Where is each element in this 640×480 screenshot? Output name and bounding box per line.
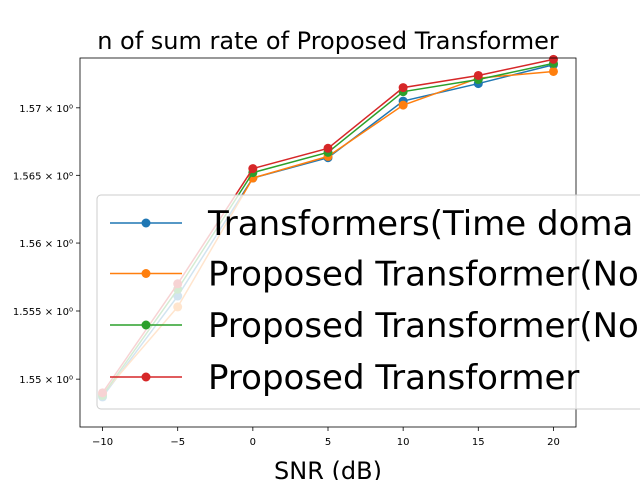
data-point <box>548 54 558 64</box>
legend-entry: Proposed Transformer(No <box>110 306 639 346</box>
legend-swatch-marker <box>141 372 151 382</box>
y-tick-label: 1.555 × 10⁰ <box>13 307 73 318</box>
data-point <box>548 66 558 76</box>
x-axis-label: SNR (dB) <box>274 457 382 480</box>
y-axis-ticks: 1.55 × 10⁰ 1.555 × 10⁰ 1.56 × 10⁰ 1.565 × 1… <box>13 104 80 386</box>
y-tick-label: 1.55 × 10⁰ <box>19 375 73 386</box>
legend-box <box>96 194 640 410</box>
legend-entry: Proposed Transformer(No <box>110 255 639 295</box>
x-tick-label: 0 <box>250 437 256 448</box>
legend-swatch-marker <box>141 218 151 228</box>
x-tick-label: 10 <box>397 437 410 448</box>
x-tick-label: 15 <box>472 437 485 448</box>
legend-label: Proposed Transformer <box>208 358 579 398</box>
chart-title: n of sum rate of Proposed Transformer <box>97 27 559 55</box>
x-tick-label: 20 <box>547 437 560 448</box>
data-point <box>398 83 408 93</box>
y-tick-label: 1.56 × 10⁰ <box>19 239 73 250</box>
legend-swatch-marker <box>141 269 151 278</box>
legend-entry: Proposed Transformer <box>110 358 579 398</box>
legend-entry: Transformers(Time doma <box>110 204 633 244</box>
y-tick-label: 1.565 × 10⁰ <box>13 171 73 182</box>
data-point <box>473 70 483 80</box>
legend-swatch-marker <box>141 320 151 330</box>
legend-label: Proposed Transformer(No <box>208 255 639 295</box>
y-tick-label: 1.57 × 10⁰ <box>19 104 73 115</box>
x-tick-label: 5 <box>325 437 331 448</box>
legend-label: Transformers(Time doma <box>207 204 633 244</box>
x-axis-ticks: −10 −5 0 5 10 15 20 <box>92 427 560 448</box>
x-tick-label: −5 <box>170 437 185 448</box>
x-tick-label: −10 <box>92 437 113 448</box>
data-point <box>323 143 333 153</box>
data-point <box>248 164 258 174</box>
legend: Transformers(Time doma Proposed Transform… <box>96 194 640 410</box>
data-point <box>398 100 408 110</box>
legend-label: Proposed Transformer(No <box>208 306 639 346</box>
